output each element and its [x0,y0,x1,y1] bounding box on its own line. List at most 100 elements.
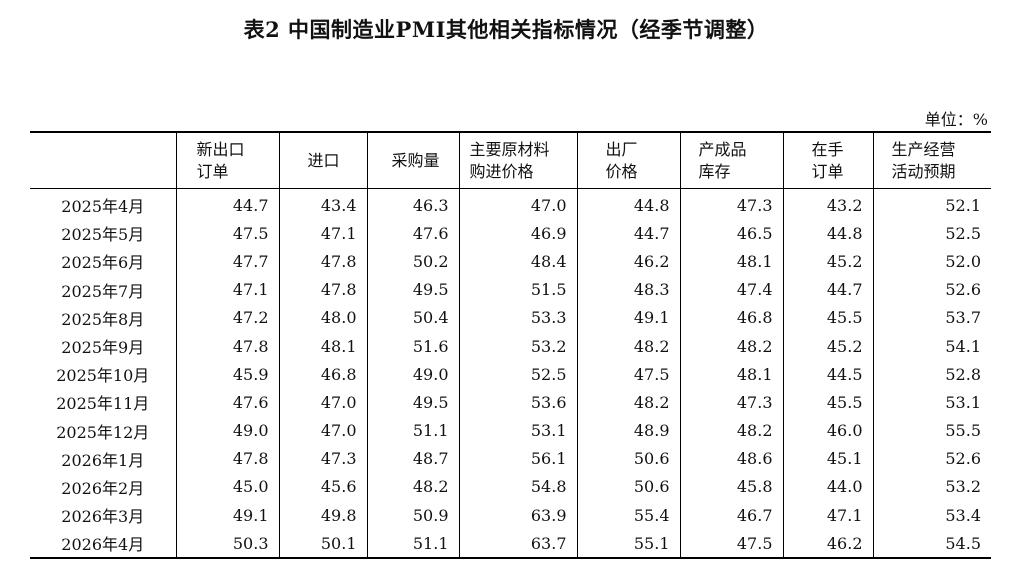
value-cell: 51.5 [458,275,577,304]
value-cell: 48.1 [278,331,367,361]
value-cell: 47.5 [175,219,279,248]
value-cell: 52.1 [872,188,991,220]
row-month-cell: 2025年10月 [56,366,150,386]
value-cell: 54.8 [458,472,577,502]
column-header-input-prices: 主要原材料 购进价格 [458,132,577,189]
table-row: 2025年9月 47.8 48.1 51.6 53.2 48.2 48.2 45.2 54.1 [30,331,991,361]
value-cell: 45.2 [782,247,873,276]
value-cell: 52.6 [872,444,991,473]
value-cell: 47.3 [278,444,367,473]
value-cell: 47.4 [679,275,783,304]
value-cell: 46.3 [366,188,459,220]
column-header-month [30,132,176,189]
row-month-cell: 2025年7月 [61,281,145,301]
table-row: 2025年10月 45.9 46.8 49.0 52.5 47.5 48.1 44.5 52.8 [30,360,991,389]
value-cell: 44.7 [576,219,680,248]
value-cell: 46.2 [782,529,873,560]
value-cell: 53.1 [458,416,577,445]
table-row: 2026年1月 47.8 47.3 48.7 56.1 50.6 48.6 45.1 52.6 [30,444,991,473]
value-cell: 63.7 [458,529,577,560]
value-cell: 47.0 [458,188,577,220]
value-cell: 47.1 [175,275,279,304]
value-cell: 47.0 [278,388,367,417]
row-month-cell: 2025年4月 [61,197,145,217]
value-cell: 46.7 [679,501,783,530]
value-cell: 47.8 [278,247,367,276]
value-cell: 49.0 [175,416,279,445]
value-cell: 47.5 [679,529,783,560]
table-header-row: 新出口 订单 进口 采购量 主要原材料 购进价格 出厂 价格 产成品 库存 在手… [30,132,991,189]
value-cell: 51.6 [366,331,459,361]
table-row: 2025年4月 44.7 43.4 46.3 47.0 44.8 47.3 43.2 52.1 [30,188,991,220]
value-cell: 48.3 [576,275,680,304]
value-cell: 46.5 [679,219,783,248]
value-cell: 48.2 [576,388,680,417]
row-month-cell: 2025年5月 [61,225,145,245]
value-cell: 50.3 [175,529,279,560]
value-cell: 63.9 [458,501,577,530]
value-cell: 53.1 [872,388,991,417]
value-cell: 50.9 [366,501,459,530]
value-cell: 52.5 [458,360,577,389]
value-cell: 49.5 [366,275,459,304]
value-cell: 47.8 [175,444,279,473]
value-cell: 44.7 [175,188,279,220]
value-cell: 47.2 [175,303,279,332]
table-row: 2025年5月 47.5 47.1 47.6 46.9 44.7 46.5 44.8 52.5 [30,219,991,248]
value-cell: 48.2 [576,331,680,361]
value-cell: 46.8 [679,303,783,332]
table-row: 2025年6月 47.7 47.8 50.2 48.4 46.2 48.1 45.2 52.0 [30,247,991,276]
value-cell: 53.4 [872,501,991,530]
value-cell: 47.6 [175,388,279,417]
column-header-output-prices: 出厂 价格 [576,132,680,189]
value-cell: 47.1 [278,219,367,248]
table-row: 2025年12月 49.0 47.0 51.1 53.1 48.9 48.2 46.0 55.5 [30,416,991,445]
value-cell: 51.1 [366,529,459,560]
value-cell: 44.5 [782,360,873,389]
value-cell: 52.6 [872,275,991,304]
value-cell: 43.2 [782,188,873,220]
value-cell: 45.5 [782,388,873,417]
value-cell: 53.3 [458,303,577,332]
row-month-cell: 2025年6月 [61,253,145,273]
value-cell: 50.4 [366,303,459,332]
table-row: 2025年11月 47.6 47.0 49.5 53.6 48.2 47.3 45.5 53.1 [30,388,991,417]
table-row: 2026年4月 50.3 50.1 51.1 63.7 55.1 47.5 46.2 54.5 [30,529,991,560]
value-cell: 46.2 [576,247,680,276]
value-cell: 53.7 [872,303,991,332]
row-month-cell: 2026年2月 [61,478,145,498]
value-cell: 48.6 [679,444,783,473]
value-cell: 49.8 [278,501,367,530]
value-cell: 47.6 [366,219,459,248]
value-cell: 44.7 [782,275,873,304]
value-cell: 48.0 [278,303,367,332]
value-cell: 45.9 [175,360,279,389]
value-cell: 45.6 [278,472,367,502]
value-cell: 48.2 [366,472,459,502]
value-cell: 47.8 [278,275,367,304]
value-cell: 50.1 [278,529,367,560]
value-cell: 48.4 [458,247,577,276]
value-cell: 54.5 [872,529,991,560]
value-cell: 53.2 [458,331,577,361]
value-cell: 48.2 [679,331,783,361]
table-row: 2025年8月 47.2 48.0 50.4 53.3 49.1 46.8 45.5 53.7 [30,303,991,332]
value-cell: 45.8 [679,472,783,502]
value-cell: 56.1 [458,444,577,473]
value-cell: 52.8 [872,360,991,389]
value-cell: 54.1 [872,331,991,361]
value-cell: 52.0 [872,247,991,276]
value-cell: 51.1 [366,416,459,445]
column-header-business-expectations: 生产经营 活动预期 [872,132,991,189]
row-month-cell: 2026年3月 [61,507,145,527]
table-row: 2026年3月 49.1 49.8 50.9 63.9 55.4 46.7 47.1 53.4 [30,501,991,530]
column-header-finished-goods-inventory: 产成品 库存 [679,132,783,189]
table-row: 2025年7月 47.1 47.8 49.5 51.5 48.3 47.4 44.7 52.6 [30,275,991,304]
value-cell: 47.1 [782,501,873,530]
row-month-cell: 2025年11月 [56,394,150,414]
row-month-cell: 2026年4月 [30,529,176,560]
value-cell: 48.2 [679,416,783,445]
value-cell: 43.4 [278,188,367,220]
value-cell: 46.0 [782,416,873,445]
column-header-imports: 进口 [278,132,367,189]
